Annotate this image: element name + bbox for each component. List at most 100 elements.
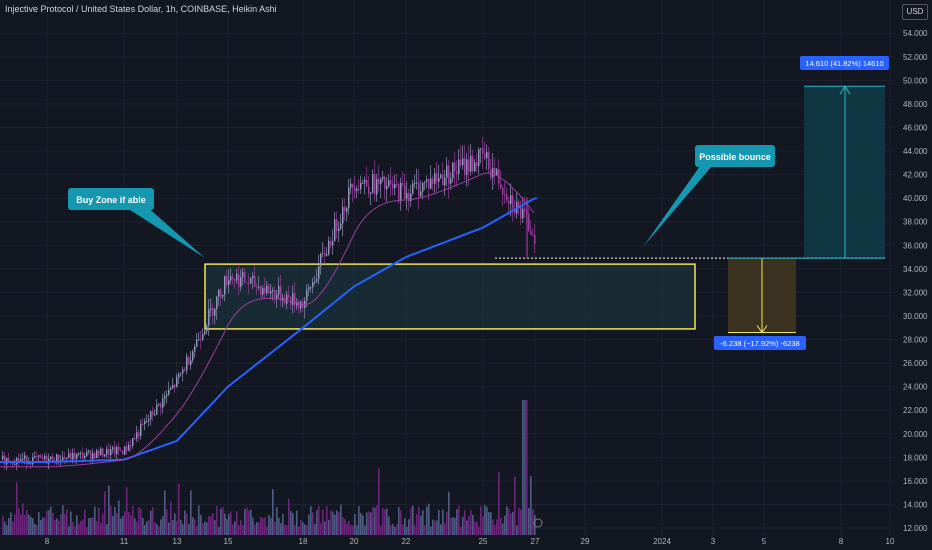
volume-bar (478, 526, 480, 535)
candle-body (426, 179, 428, 182)
candle-body (176, 377, 178, 388)
candle-body (456, 171, 458, 174)
candle-body (184, 369, 186, 371)
volume-bar (460, 526, 462, 535)
candle-body (366, 179, 368, 187)
volume-bar (144, 525, 146, 535)
volume-bar (466, 520, 468, 535)
candle-body (396, 183, 398, 185)
buy-zone-callout[interactable] (68, 188, 154, 210)
volume-bar (400, 510, 402, 535)
candle-body (340, 223, 342, 229)
candle-body (364, 179, 366, 183)
volume-bar (498, 472, 500, 535)
volume-bar (66, 509, 68, 535)
volume-bar (262, 518, 264, 535)
volume-bar (280, 523, 282, 535)
volume-bar (128, 512, 130, 535)
volume-bar (432, 519, 434, 535)
candle-body (108, 448, 110, 456)
volume-bar (476, 521, 478, 535)
buy-zone-callout-pointer (130, 205, 205, 258)
volume-bar (170, 501, 172, 535)
volume-bar (32, 518, 34, 535)
candle-body (494, 167, 496, 176)
candle-body (450, 178, 452, 184)
volume-bar (150, 510, 152, 535)
volume-bar (232, 524, 234, 535)
candle-body (528, 213, 530, 232)
volume-bar (518, 507, 520, 535)
volume-bar (98, 507, 100, 535)
y-axis-panel (895, 0, 932, 550)
bounce-callout[interactable] (695, 145, 775, 167)
volume-bar (246, 507, 248, 535)
candle-body (94, 453, 96, 459)
volume-bar (152, 507, 154, 535)
candle-body (246, 282, 248, 284)
volume-bar (500, 517, 502, 535)
replay-icon[interactable] (533, 518, 543, 528)
volume-bar (214, 520, 216, 535)
symbol-title: Injective Protocol / United States Dolla… (5, 4, 277, 14)
volume-bar (392, 524, 394, 535)
volume-bar (162, 516, 164, 535)
volume-bar (172, 519, 174, 535)
volume-bar (316, 510, 318, 535)
candle-body (284, 297, 286, 304)
currency-button[interactable]: USD (902, 4, 928, 20)
volume-bar (522, 400, 524, 535)
volume-bar (148, 519, 150, 535)
candle-body (454, 162, 456, 172)
candle-body (208, 309, 210, 326)
candle-body (272, 290, 274, 292)
y-axis[interactable]: 54.000 52.000 50.000 48.000 46.000 44.000 42.0… (895, 0, 932, 550)
volume-bar (530, 476, 532, 535)
candle-body (322, 252, 324, 254)
x-tick-label: 25 (479, 537, 488, 546)
candle-body (336, 219, 338, 232)
candle-body (354, 187, 356, 191)
candle-body (32, 457, 34, 465)
volume-bar (394, 526, 396, 535)
volume-bar (308, 514, 310, 535)
volume-bar (114, 506, 116, 535)
volume-bar (20, 514, 22, 535)
volume-bar (174, 513, 176, 535)
candle-body (466, 159, 468, 175)
candle-body (314, 281, 316, 283)
volume-bar (364, 525, 366, 535)
candle-body (190, 360, 192, 365)
volume-bar (224, 513, 226, 535)
volume-bar (444, 522, 446, 535)
volume-bar (168, 522, 170, 535)
volume-bar (164, 490, 166, 535)
volume-bar (192, 517, 194, 535)
candle-body (112, 447, 114, 450)
buy-zone-label: Buy Zone if able (76, 195, 146, 205)
long-target-arrowhead (839, 85, 851, 95)
candle-body (234, 279, 236, 281)
x-axis[interactable]: 8 11 13 15 18 20 22 25 27 29 2024 3 5 8 10 (45, 537, 895, 546)
volume-bar (496, 519, 498, 535)
y-tick-label: 12.000 (903, 524, 928, 533)
candle-body (220, 289, 222, 297)
volume-bar (220, 508, 222, 535)
candle-body (196, 339, 198, 347)
candle-body (236, 274, 238, 281)
candle-body (84, 456, 86, 459)
candle-body (36, 456, 38, 458)
volume-bar (64, 514, 66, 535)
candle-body (376, 179, 378, 195)
candle-body (352, 183, 354, 188)
volume-bar (76, 515, 78, 535)
volume-bar (312, 512, 314, 535)
candle-body (80, 452, 82, 454)
stop-label: -6.238 (−17.92%) -6238 (720, 339, 799, 348)
candle-body (130, 445, 132, 447)
y-tick-label: 40.000 (903, 194, 928, 203)
volume-bar (382, 508, 384, 535)
volume-bar (218, 526, 220, 535)
volume-bar (378, 468, 380, 535)
